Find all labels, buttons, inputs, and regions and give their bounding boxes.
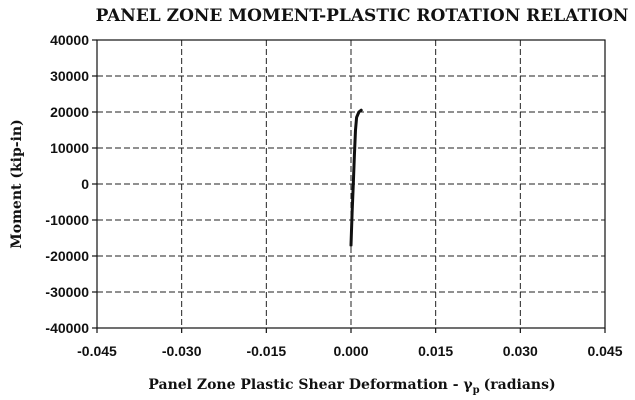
y-tick-label: 20000 [50, 104, 89, 120]
x-axis-label: Panel Zone Plastic Shear Deformation - γ… [148, 377, 555, 396]
series-line [349, 108, 363, 247]
x-axis-label-unit: (radians) [484, 377, 556, 393]
x-tick-label: 0.015 [418, 343, 453, 359]
y-tick-label: -20000 [45, 248, 89, 264]
y-tick-label: -30000 [45, 284, 89, 300]
y-tick-label: 40000 [50, 32, 89, 48]
x-tick-label: -0.015 [246, 343, 286, 359]
y-axis-ticks: 40000 30000 20000 10000 0 -10000 -20000 -30000 -… [45, 32, 97, 336]
y-tick-label: -10000 [45, 212, 89, 228]
x-axis-label-main: Panel Zone Plastic Shear Deformation - γ [148, 377, 473, 393]
x-tick-label: 0.030 [503, 343, 538, 359]
y-tick-label: 10000 [50, 140, 89, 156]
x-axis-ticks: -0.045 -0.030 -0.015 0.000 0.015 0.030 0.045 [77, 328, 623, 359]
chart-title: PANEL ZONE MOMENT-PLASTIC ROTATION RELAT… [96, 6, 629, 26]
x-axis-label-subscript: p [473, 385, 480, 396]
x-tick-label: 0.000 [333, 343, 368, 359]
x-tick-label: -0.045 [77, 343, 117, 359]
y-axis-label: Moment (kip-in) [9, 119, 25, 248]
grid-lines [97, 40, 605, 328]
y-tick-label: 0 [81, 176, 89, 192]
x-tick-label: -0.030 [162, 343, 202, 359]
series-layer [349, 108, 363, 247]
y-tick-label: -40000 [45, 320, 89, 336]
y-tick-label: 30000 [50, 68, 89, 84]
x-tick-label: 0.045 [587, 343, 622, 359]
